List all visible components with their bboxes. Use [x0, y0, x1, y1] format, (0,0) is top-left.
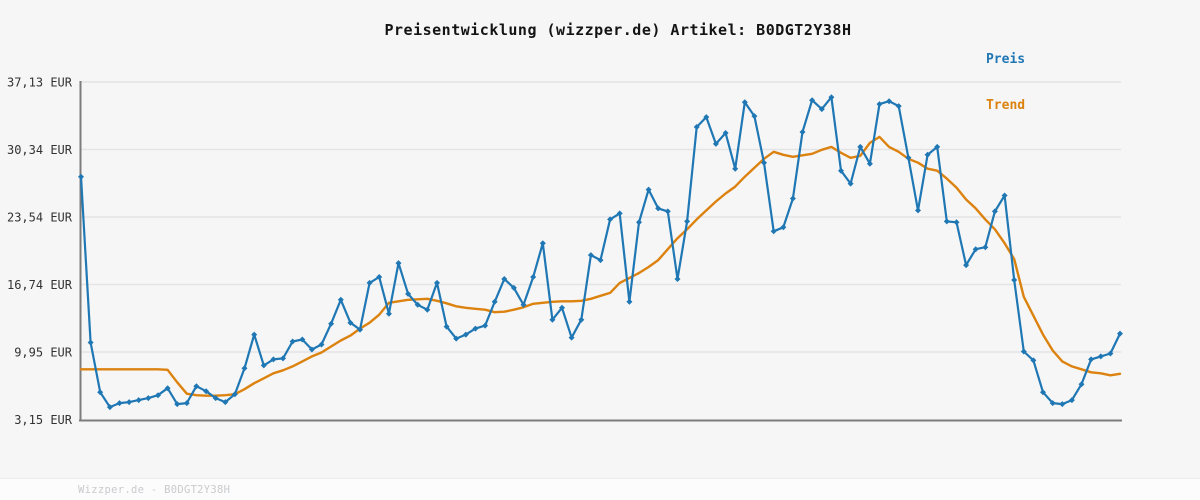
legend-label-preis: Preis	[985, 52, 1026, 67]
y-tick-label: 23,54 EUR	[7, 210, 73, 224]
y-tick-label: 9,95 EUR	[14, 345, 73, 359]
legend-label-trend: Trend	[985, 98, 1026, 113]
preis-series-line	[79, 96, 1122, 409]
y-tick-label: 30,34 EUR	[7, 143, 73, 157]
legend-item-trend: Trend	[939, 86, 1025, 125]
chart-legend: Preis Trend	[939, 40, 1025, 132]
preis-data-markers	[78, 94, 1123, 411]
footer-strip: Wizzper.de - B0DGT2Y38H	[0, 478, 1200, 500]
y-tick-label: 3,15 EUR	[14, 413, 73, 427]
y-tick-label: 16,74 EUR	[7, 278, 73, 292]
y-tick-label: 37,13 EUR	[7, 76, 73, 90]
trend-series-line	[79, 135, 1122, 397]
price-chart-canvas: 37,13 EUR 30,34 EUR 23,54 EUR 16,74 EUR 9,95…	[7, 76, 1123, 427]
chart-title: Preisentwicklung (wizzper.de) Artikel: B…	[384, 21, 852, 39]
footer-watermark: Wizzper.de - B0DGT2Y38H	[78, 484, 231, 496]
legend-item-preis: Preis	[939, 40, 1025, 79]
